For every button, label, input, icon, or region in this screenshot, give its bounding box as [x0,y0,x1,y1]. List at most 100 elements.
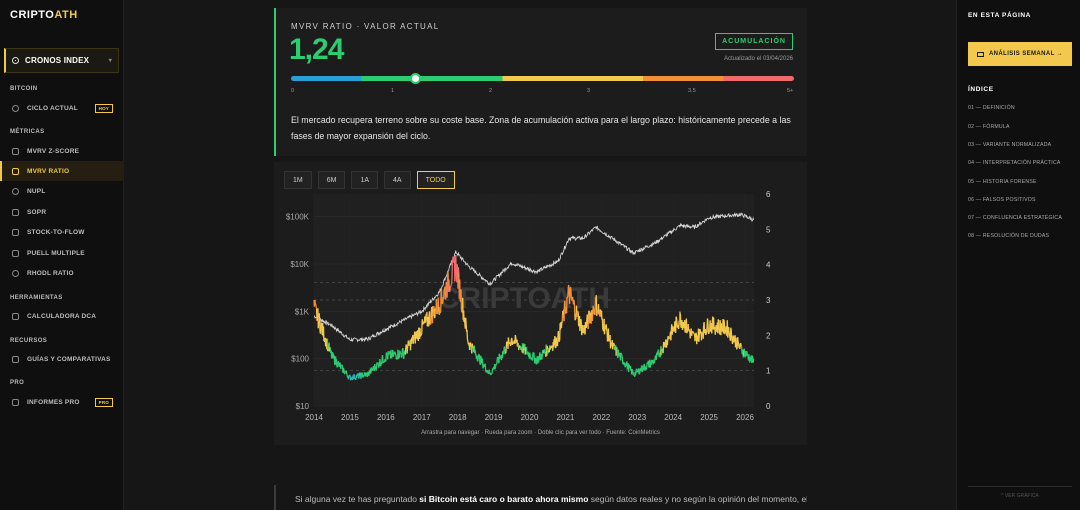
mvrv-series-segment [449,285,452,288]
y-right-tick: 4 [766,261,771,270]
x-tick: 2025 [700,413,718,422]
cronos-index-button[interactable]: CRONOS INDEX ▾ [4,48,119,73]
mvrv-series-segment [705,331,708,334]
x-tick: 2020 [521,413,539,422]
mvrv-series-segment [751,355,754,358]
document-icon [12,398,19,406]
y-left-tick: $1K [295,307,310,316]
scale-label: 0 [291,88,295,94]
toc-item[interactable]: 03 — VARIANTE NORMALIZADA [968,142,1052,148]
mvrv-series-segment [361,372,363,374]
phase-badge: ACUMULACIÓN [715,33,793,50]
mvrv-series-segment [711,322,713,334]
mvrv-series-segment [715,325,718,328]
sidebar-item-sopr[interactable]: SOPR [0,202,124,222]
y-left-tick: $10 [296,402,310,411]
mvrv-current-value: 1,24 [289,33,344,66]
toc-item[interactable]: 02 — FÓRMULA [968,124,1010,130]
gauge-icon [12,187,19,195]
x-tick: 2022 [592,413,610,422]
article-intro: Si alguna vez te has preguntado si Bitco… [274,485,807,510]
sidebar-item-rhodl-ratio[interactable]: RHODL RATIO [0,263,124,283]
sidebar-item-nupl[interactable]: NUPL [0,181,124,201]
range-6m-button[interactable]: 6M [317,171,346,189]
mvrv-series-segment [533,352,535,358]
mvrv-series-segment [461,310,463,313]
pickaxe-icon [12,249,19,257]
range-todo-button[interactable]: TODO [416,171,455,189]
calculator-icon [12,312,19,320]
mvrv-series-segment [518,346,520,351]
x-tick: 2018 [449,413,467,422]
mvrv-series-segment [315,303,317,307]
scale-label: 2 [489,88,493,94]
mvrv-series-segment [591,310,594,321]
sidebar-item-ciclo-actual[interactable]: CICLO ACTUAL HOY [0,98,124,118]
mvrv-series-segment [556,335,559,347]
mvrv-series-segment [397,349,400,359]
mvrv-series-segment [737,341,740,344]
mvrv-series-segment [504,352,506,355]
toc-item[interactable]: 07 — CONFLUENCIA ESTRATÉGICA [968,215,1062,221]
mvrv-series-segment [573,302,576,314]
watermark: CRIPTOATH [438,282,610,315]
mvrv-series-segment [526,353,528,355]
sidebar-item-stock-to-flow[interactable]: STOCK-TO-FLOW [0,222,124,242]
sidebar-item-calculadora-dca[interactable]: CALCULADORA DCA [0,306,124,326]
y-right-tick: 3 [766,296,771,305]
mvrv-series-segment [686,331,688,334]
target-icon [12,57,19,64]
y-left-tick: $100K [286,213,310,222]
mvrv-series-segment [535,357,537,360]
mvrv-range-bar [291,73,794,84]
on-this-page-title: EN ESTA PÁGINA [968,12,1031,19]
logo[interactable]: CRIPTOATH [10,9,78,21]
toc-item[interactable]: 08 — RESOLUCIÓN DE DUDAS [968,233,1050,239]
price-series-line [313,212,755,343]
mvrv-series-segment [474,353,477,356]
x-tick: 2015 [341,413,359,422]
mvrv-series-segment [727,327,730,333]
mvrv-series-segment [359,372,362,376]
sidebar-item-guias[interactable]: GUÍAS Y COMPARATIVAS [0,349,124,369]
weekly-analysis-button[interactable]: ANÁLISIS SEMANAL → [968,42,1072,66]
sidebar-item-puell-multiple[interactable]: PUELL MULTIPLE [0,243,124,263]
updated-date: Actualizado el 03/04/2026 [723,56,793,62]
toc-item[interactable]: 06 — FALSOS POSITIVOS [968,197,1036,203]
view-chart-link[interactable]: ^ VER GRÁFICA [968,486,1072,504]
mvrv-chart[interactable]: $10 $100 $1K $10K $100K 0 1 2 3 4 5 6 2014 2015 2016 20… [274,182,807,444]
range-buttons: 1M 6M 1A 4A TODO [284,171,455,189]
range-1m-button[interactable]: 1M [284,171,312,189]
mvrv-series-segment [498,353,501,359]
mvrv-series-segment [395,358,398,360]
x-tick: 2017 [413,413,431,422]
mvrv-series-segment [454,266,457,282]
toc-item[interactable]: 04 — INTERPRETACIÓN PRÁCTICA [968,160,1061,166]
pulse-icon [12,147,19,155]
mvrv-series-segment [576,312,579,317]
scale-label: 3.5 [688,88,696,94]
sidebar-item-mvrv-ratio[interactable]: MVRV RATIO [0,161,124,181]
sidebar-item-mvrv-z-score[interactable]: MVRV Z-SCORE [0,141,124,161]
sidebar-item-informes-pro[interactable]: INFORMES PRO PRO [0,392,124,412]
article-bold-text: si Bitcoin está caro o barato ahora mism… [419,494,589,504]
range-1a-button[interactable]: 1A [351,171,379,189]
mvrv-series-segment [437,297,440,307]
chart-panel: 1M 6M 1A 4A TODO $10 $100 $1K $10K $100K 0 1 2 3… [274,162,807,445]
mvrv-series-segment [345,370,348,375]
mvrv-series-segment [512,342,515,345]
mvrv-series-segment [666,337,669,346]
mvrv-series-segment [746,351,748,354]
mvrv-series-segment [547,351,550,354]
left-sidebar: CRIPTOATH CRONOS INDEX ▾ BITCOIN CICLO A… [0,0,124,510]
card-label: MVRV RATIO · VALOR ACTUAL [291,22,440,31]
mvrv-series-segment [656,350,659,356]
toc-item[interactable]: 05 — HISTORIA FORENSE [968,179,1037,185]
range-4a-button[interactable]: 4A [384,171,411,189]
mvrv-series-segment [694,335,697,342]
toc-item[interactable]: 01 — DEFINICIÓN [968,105,1015,111]
scale-label: 1 [391,88,395,94]
chevron-down-icon: ▾ [108,58,112,64]
mvrv-series-segment [468,342,470,347]
mvrv-series-segment [465,317,467,325]
